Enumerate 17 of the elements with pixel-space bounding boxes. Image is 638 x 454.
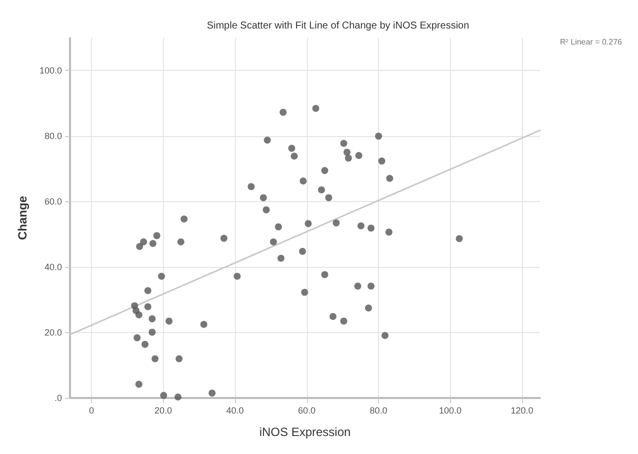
y-tick-label: 40.0	[44, 262, 62, 272]
y-axis-title: Change	[16, 196, 30, 240]
y-tick-label: 100.0	[39, 66, 62, 76]
x-tick-label: 0	[89, 406, 94, 416]
y-tick-label: 80.0	[44, 131, 62, 142]
x-tick-label: 60.0	[298, 406, 316, 416]
x-tick-label: 100.0	[439, 406, 462, 416]
x-tick-label: 40.0	[226, 406, 244, 416]
x-tick-label: 20.0	[154, 406, 172, 416]
x-axis-title: iNOS Expression	[259, 425, 351, 439]
y-tick-label: 60.0	[44, 196, 62, 207]
y-tick-label: 20.0	[44, 328, 62, 338]
y-tick-label: .0	[54, 393, 62, 403]
text: R² Linear = 0.276	[560, 38, 623, 46]
chart-title: Simple Scatter with Fit Line of Change by iNOS Expression	[206, 20, 470, 32]
x-tick-label: 80.0	[370, 406, 388, 416]
x-tick-label: 120.0	[510, 406, 534, 416]
